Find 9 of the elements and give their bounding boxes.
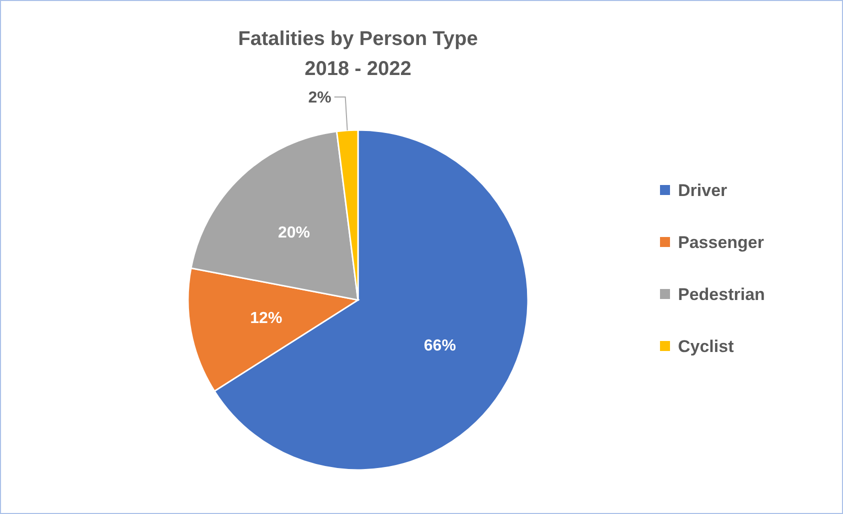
data-label: 12%	[250, 310, 282, 328]
legend-label: Cyclist	[678, 336, 734, 356]
legend-label: Passenger	[678, 232, 764, 252]
data-label: 66%	[424, 338, 456, 355]
legend-label: Driver	[678, 180, 728, 200]
data-label: 2%	[308, 90, 332, 107]
chart-title: Fatalities by Person Type 2018 - 2022	[238, 28, 478, 80]
data-label: 20%	[278, 224, 310, 242]
legend-label: Pedestrian	[678, 284, 765, 304]
